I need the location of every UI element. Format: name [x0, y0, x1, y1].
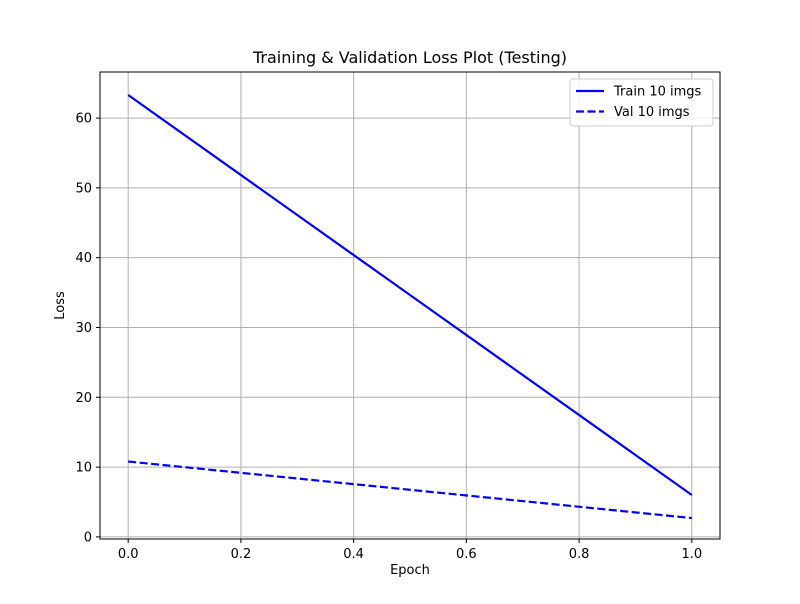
series-line-train — [127, 94, 693, 496]
y-tick-label: 0 — [84, 530, 92, 545]
x-tick-label: 0.8 — [569, 547, 590, 562]
y-tick-label: 60 — [75, 112, 92, 127]
series-line-val — [128, 460, 692, 520]
x-tick-label: 1.0 — [681, 547, 702, 562]
x-tick-label: 0.2 — [231, 547, 252, 562]
plot-series — [127, 94, 693, 520]
y-axis-label: Loss — [53, 291, 68, 320]
axis-ticks: 0.0 0.2 0.4 0.6 0.8 1.0 0 10 20 30 40 50 60 — [75, 112, 702, 562]
grid — [100, 72, 720, 539]
y-tick-label: 20 — [75, 391, 92, 406]
x-tick-label: 0.6 — [456, 547, 477, 562]
x-tick-label: 0.4 — [343, 547, 364, 562]
y-tick-label: 10 — [75, 461, 92, 476]
y-tick-label: 50 — [75, 181, 92, 196]
legend-label-train: Train 10 imgs — [613, 85, 702, 100]
legend-box — [569, 78, 714, 127]
chart-title: Training & Validation Loss Plot (Testing… — [252, 48, 567, 67]
legend: Train 10 imgs Val 10 imgs — [569, 78, 714, 127]
y-tick-label: 40 — [75, 251, 92, 266]
x-axis-label: Epoch — [390, 563, 430, 578]
x-tick-label: 0.0 — [118, 547, 139, 562]
plot-frame — [99, 71, 721, 540]
y-tick-label: 30 — [75, 321, 92, 336]
legend-label-val: Val 10 imgs — [614, 105, 690, 120]
